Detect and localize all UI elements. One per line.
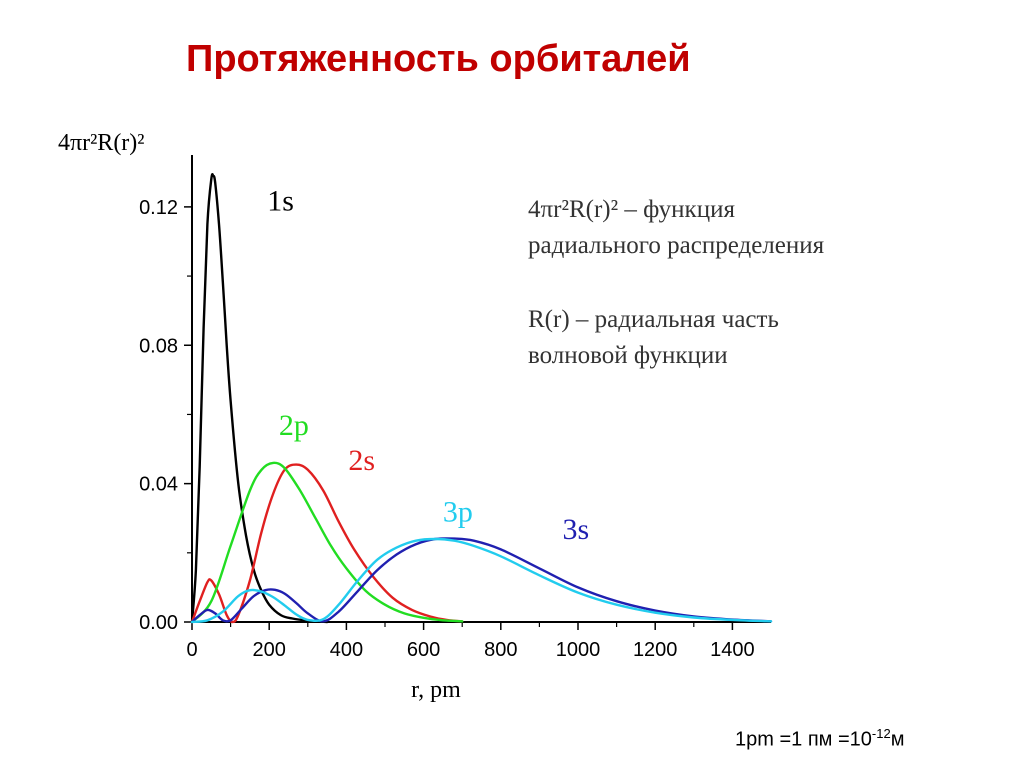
y-tick-label: 0.12 — [139, 197, 178, 219]
annotation-line-2b: волновой функции — [528, 342, 728, 369]
annotation-block: 4πr²R(r)² – функция радиального распреде… — [528, 192, 948, 412]
x-tick-label: 1400 — [710, 639, 755, 661]
x-tick-label: 200 — [253, 639, 286, 661]
curve-label-2s: 2s — [348, 444, 375, 477]
y-tick-label: 0.04 — [139, 474, 178, 496]
y-axis-label: 4πr²R(r)² — [58, 130, 144, 156]
curve-label-3s: 3s — [563, 513, 590, 546]
series-line-1s — [190, 173, 329, 624]
slide-title: Протяженность орбиталей — [186, 38, 691, 80]
x-tick-label: 400 — [330, 639, 363, 661]
series-line-2p — [190, 461, 464, 624]
x-tick-label: 600 — [407, 639, 440, 661]
y-tick-label: 0.08 — [139, 335, 178, 357]
x-tick-label: 1000 — [556, 639, 601, 661]
x-tick-label: 0 — [186, 639, 197, 661]
curve-label-2p: 2p — [279, 409, 309, 442]
annotation-line-2a: R(r) – радиальная часть — [528, 306, 779, 333]
curve-label-3p: 3p — [443, 496, 473, 529]
footnote-prefix: 1pm =1 пм =10 — [735, 728, 872, 751]
x-axis-label: r, pm — [411, 677, 461, 703]
annotation-line-1a: 4πr²R(r)² – функция — [528, 196, 735, 223]
footnote-exponent: -12 — [871, 726, 891, 741]
series-line-3s — [190, 537, 773, 624]
unit-footnote: 1pm =1 пм =10-12м — [735, 726, 904, 752]
y-tick-label: 0.00 — [139, 612, 178, 634]
chart-series-layer — [190, 173, 773, 624]
chart-labels-layer: 1s 2p 2s 3p 3s — [267, 184, 589, 546]
series-line-3p — [190, 537, 773, 624]
footnote-suffix: м — [890, 728, 905, 751]
chart-axes: 0 200 400 600 800 1000 1200 1400 0.00 0.04 0.08 0.1… — [58, 130, 771, 703]
x-tick-label: 800 — [484, 639, 517, 661]
x-tick-label: 1200 — [633, 639, 678, 661]
annotation-line-1b: радиального распределения — [528, 232, 825, 259]
curve-label-1s: 1s — [267, 184, 294, 217]
